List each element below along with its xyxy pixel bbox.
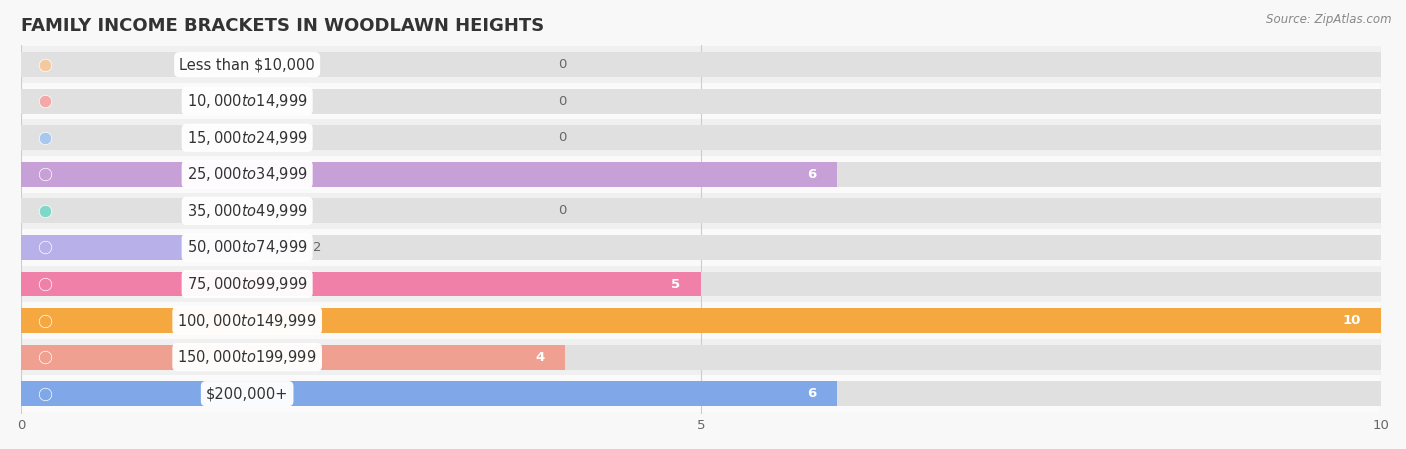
- Text: 6: 6: [807, 168, 817, 181]
- Text: $150,000 to $199,999: $150,000 to $199,999: [177, 348, 316, 366]
- Bar: [21, 89, 1381, 114]
- Bar: [21, 46, 1381, 83]
- Bar: [21, 272, 1381, 296]
- Bar: [21, 235, 1381, 260]
- Text: $35,000 to $49,999: $35,000 to $49,999: [187, 202, 308, 220]
- Text: Source: ZipAtlas.com: Source: ZipAtlas.com: [1267, 13, 1392, 26]
- Bar: [21, 381, 1381, 406]
- Text: $200,000+: $200,000+: [205, 386, 288, 401]
- Text: 10: 10: [1343, 314, 1361, 327]
- Bar: [21, 229, 1381, 266]
- Text: $10,000 to $14,999: $10,000 to $14,999: [187, 92, 308, 110]
- Bar: [21, 266, 1381, 302]
- Bar: [21, 381, 837, 406]
- Text: $25,000 to $34,999: $25,000 to $34,999: [187, 165, 308, 183]
- Bar: [21, 162, 1381, 187]
- Bar: [21, 198, 1381, 223]
- Bar: [21, 302, 1381, 339]
- Text: 0: 0: [558, 95, 567, 108]
- Bar: [21, 119, 1381, 156]
- Bar: [21, 162, 837, 187]
- Bar: [21, 52, 1381, 77]
- Bar: [21, 375, 1381, 412]
- Text: 5: 5: [671, 277, 681, 291]
- Bar: [21, 308, 1381, 333]
- Text: $50,000 to $74,999: $50,000 to $74,999: [187, 238, 308, 256]
- Text: $75,000 to $99,999: $75,000 to $99,999: [187, 275, 308, 293]
- Bar: [21, 193, 1381, 229]
- Bar: [21, 235, 292, 260]
- Text: 6: 6: [807, 387, 817, 400]
- Bar: [21, 156, 1381, 193]
- Text: FAMILY INCOME BRACKETS IN WOODLAWN HEIGHTS: FAMILY INCOME BRACKETS IN WOODLAWN HEIGH…: [21, 17, 544, 35]
- Bar: [21, 125, 1381, 150]
- Text: 2: 2: [314, 241, 322, 254]
- Bar: [21, 345, 565, 370]
- Text: $15,000 to $24,999: $15,000 to $24,999: [187, 129, 308, 147]
- Text: 0: 0: [558, 131, 567, 144]
- Bar: [21, 272, 700, 296]
- Text: 0: 0: [558, 204, 567, 217]
- Bar: [21, 308, 1381, 333]
- Text: 4: 4: [536, 351, 544, 364]
- Text: 0: 0: [558, 58, 567, 71]
- Text: $100,000 to $149,999: $100,000 to $149,999: [177, 312, 316, 330]
- Bar: [21, 339, 1381, 375]
- Bar: [21, 345, 1381, 370]
- Text: Less than $10,000: Less than $10,000: [180, 57, 315, 72]
- Bar: [21, 83, 1381, 119]
